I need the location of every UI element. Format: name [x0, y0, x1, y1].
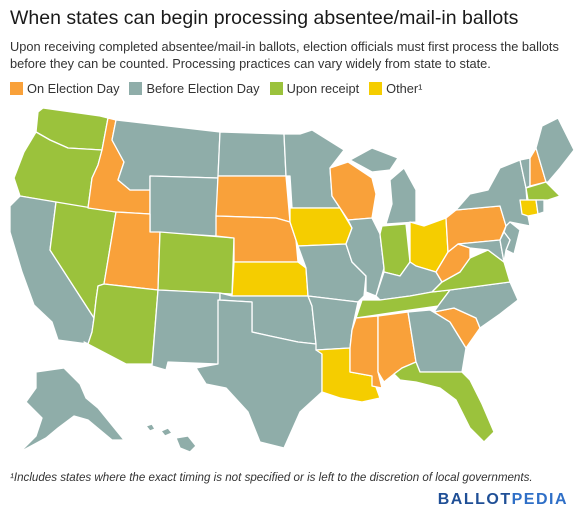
- state-RI: [535, 199, 545, 215]
- legend-label: Before Election Day: [146, 80, 260, 96]
- map-title: When states can begin processing absente…: [10, 7, 519, 29]
- legend-item-election-day: On Election Day: [10, 81, 119, 96]
- legend-label: Other¹: [386, 80, 423, 96]
- us-map: [0, 100, 580, 455]
- legend-item-before-election-day: Before Election Day: [129, 80, 260, 96]
- state-HI: [145, 423, 197, 453]
- legend-swatch: [10, 81, 23, 95]
- state-FL: [393, 361, 495, 443]
- legend-item-other: Other¹: [369, 81, 422, 96]
- brand-part1: BALLOT: [437, 491, 512, 508]
- legend-label: Upon receipt: [286, 80, 360, 96]
- legend-swatch: [269, 81, 283, 95]
- legend-label: On Election Day: [27, 80, 120, 96]
- legend-swatch: [369, 81, 383, 95]
- map-subtitle: Upon receiving completed absentee/mail-i…: [10, 39, 559, 71]
- state-SD: [215, 175, 291, 223]
- state-IA: [289, 207, 353, 247]
- state-MA: [525, 181, 561, 201]
- state-DE: [499, 231, 511, 263]
- state-IL: [345, 217, 385, 297]
- state-CO: [157, 231, 235, 295]
- state-WY: [149, 175, 219, 237]
- state-MI: [349, 147, 417, 225]
- legend: On Election Day Before Election Day Upon…: [10, 79, 432, 97]
- state-NM: [151, 289, 221, 371]
- legend-swatch: [129, 81, 143, 95]
- state-CT: [519, 199, 539, 217]
- state-TX: [195, 299, 323, 449]
- state-KS: [231, 261, 309, 297]
- ballotpedia-logo: BALLOTPEDIA: [438, 491, 568, 509]
- footnote: ¹Includes states where the exact timing …: [10, 471, 533, 484]
- state-AK: [19, 367, 125, 453]
- state-ND: [217, 131, 287, 177]
- brand-part2: PEDIA: [511, 491, 568, 508]
- state-MD: [457, 239, 505, 263]
- legend-item-upon-receipt: Upon receipt: [269, 80, 360, 96]
